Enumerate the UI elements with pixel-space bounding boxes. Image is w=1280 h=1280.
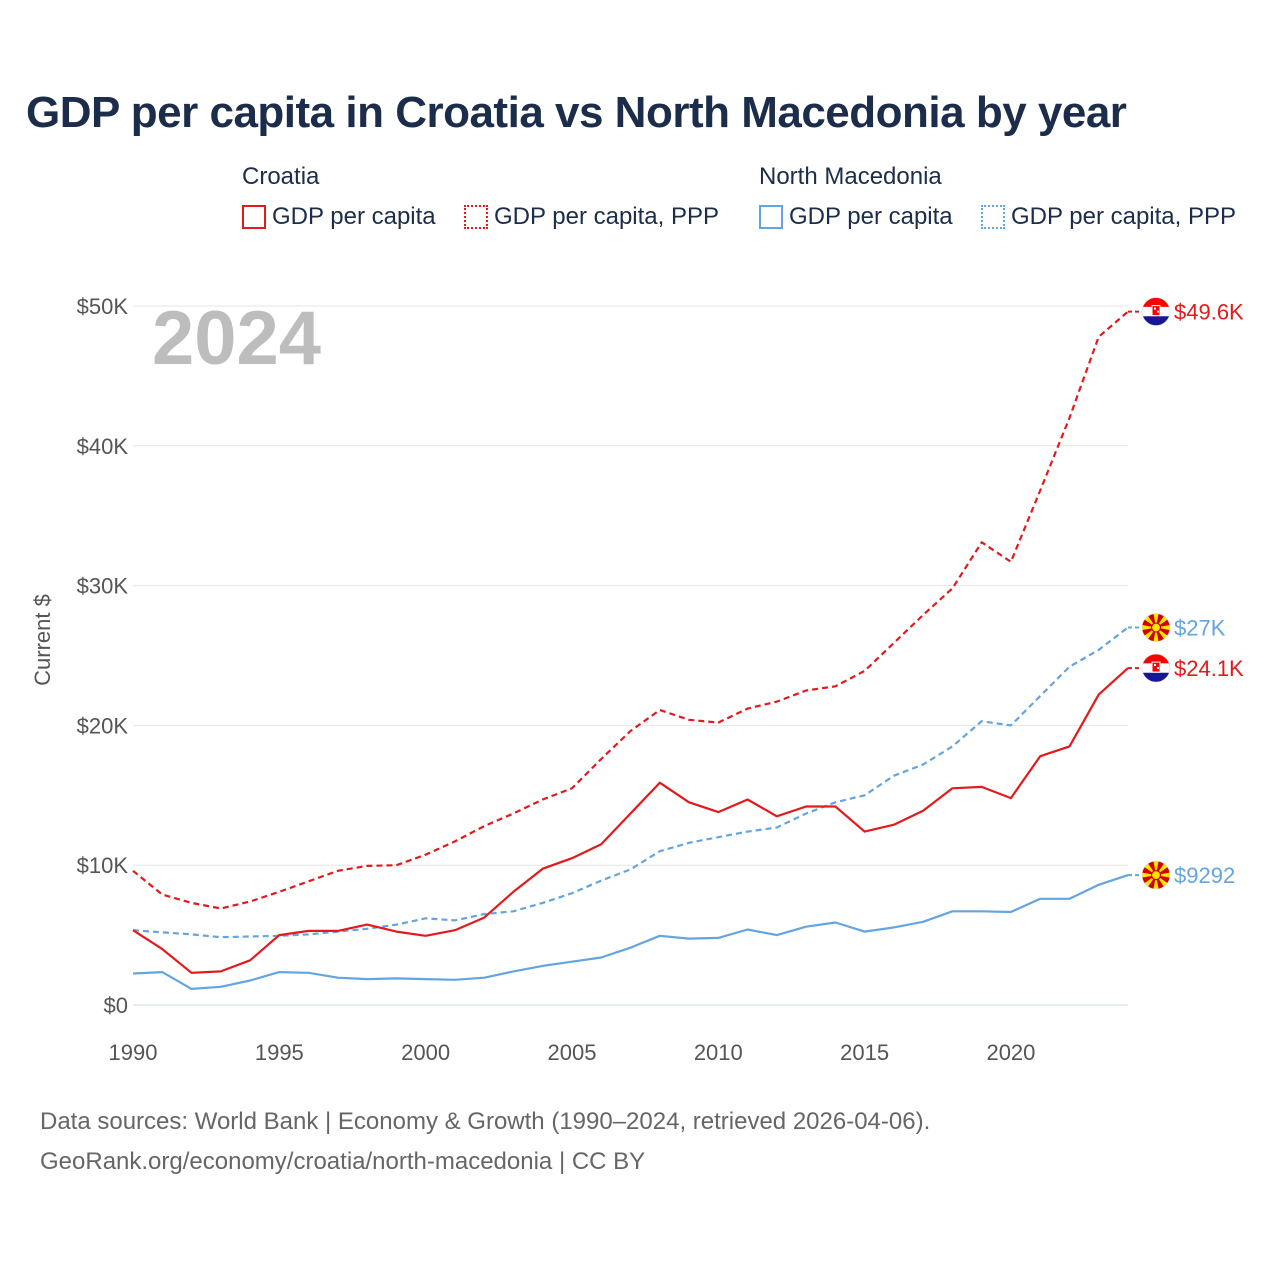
- x-tick-label: 2015: [840, 1040, 889, 1065]
- legend-label: GDP per capita: [272, 203, 436, 230]
- legend-swatch-dotted-red: [464, 205, 488, 229]
- legend-swatch-dotted-blue: [981, 205, 1005, 229]
- year-watermark: 2024: [152, 296, 321, 381]
- legend-item-north-macedonia-gdp[interactable]: GDP per capita: [759, 203, 953, 231]
- footer-credit: GeoRank.org/economy/croatia/north-macedo…: [40, 1148, 646, 1175]
- end-value-label: $27K: [1174, 616, 1226, 641]
- x-tick-label: 1990: [109, 1040, 158, 1065]
- y-tick-label: $0: [104, 993, 128, 1018]
- series-line-2: [132, 667, 1129, 974]
- x-axis-ticks: 1990 1995 2000 2005 2010 2015 2020: [109, 1040, 1036, 1065]
- y-tick-label: $10K: [77, 853, 129, 878]
- y-axis-ticks: $0 $10K $20K $30K $40K $50K: [77, 294, 129, 1018]
- legend-swatch-solid-blue: [759, 205, 783, 229]
- gridlines: [133, 305, 1128, 1006]
- x-tick-label: 2010: [694, 1040, 743, 1065]
- legend-croatia-title: Croatia: [242, 163, 320, 190]
- legend-item-croatia-gdp[interactable]: GDP per capita: [242, 203, 436, 231]
- legend-north-macedonia-title: North Macedonia: [759, 163, 942, 190]
- north-macedonia-flag-icon: [1141, 860, 1171, 890]
- legend-item-north-macedonia-gdp-ppp[interactable]: GDP per capita, PPP: [981, 203, 1236, 231]
- footer-sources: Data sources: World Bank | Economy & Gro…: [40, 1108, 931, 1135]
- croatia-flag-icon: [1141, 653, 1171, 683]
- end-value-label: $49.6K: [1174, 300, 1244, 325]
- y-axis-label: Current $: [30, 594, 55, 686]
- y-tick-label: $30K: [77, 574, 129, 599]
- end-markers: $49.6K $27K $24.1K $9292: [1128, 297, 1244, 890]
- legend-label: GDP per capita, PPP: [494, 203, 719, 230]
- x-tick-label: 2020: [986, 1040, 1035, 1065]
- x-tick-label: 2005: [547, 1040, 596, 1065]
- end-value-label: $9292: [1174, 863, 1235, 888]
- end-value-label: $24.1K: [1174, 656, 1244, 681]
- y-tick-label: $50K: [77, 294, 129, 319]
- y-tick-label: $20K: [77, 713, 129, 738]
- croatia-flag-icon: [1141, 297, 1171, 326]
- legend-label: GDP per capita, PPP: [1011, 203, 1236, 230]
- series-lines: [132, 310, 1129, 991]
- x-tick-label: 1995: [255, 1040, 304, 1065]
- north-macedonia-flag-icon: [1141, 613, 1171, 642]
- legend-swatch-solid-red: [242, 205, 266, 229]
- x-tick-label: 2000: [401, 1040, 450, 1065]
- series-line-3: [132, 874, 1129, 991]
- y-tick-label: $40K: [77, 434, 129, 459]
- legend-label: GDP per capita: [789, 203, 953, 230]
- series-line-0: [132, 310, 1129, 910]
- chart-title: GDP per capita in Croatia vs North Maced…: [26, 88, 1127, 137]
- legend-item-croatia-gdp-ppp[interactable]: GDP per capita, PPP: [464, 203, 719, 231]
